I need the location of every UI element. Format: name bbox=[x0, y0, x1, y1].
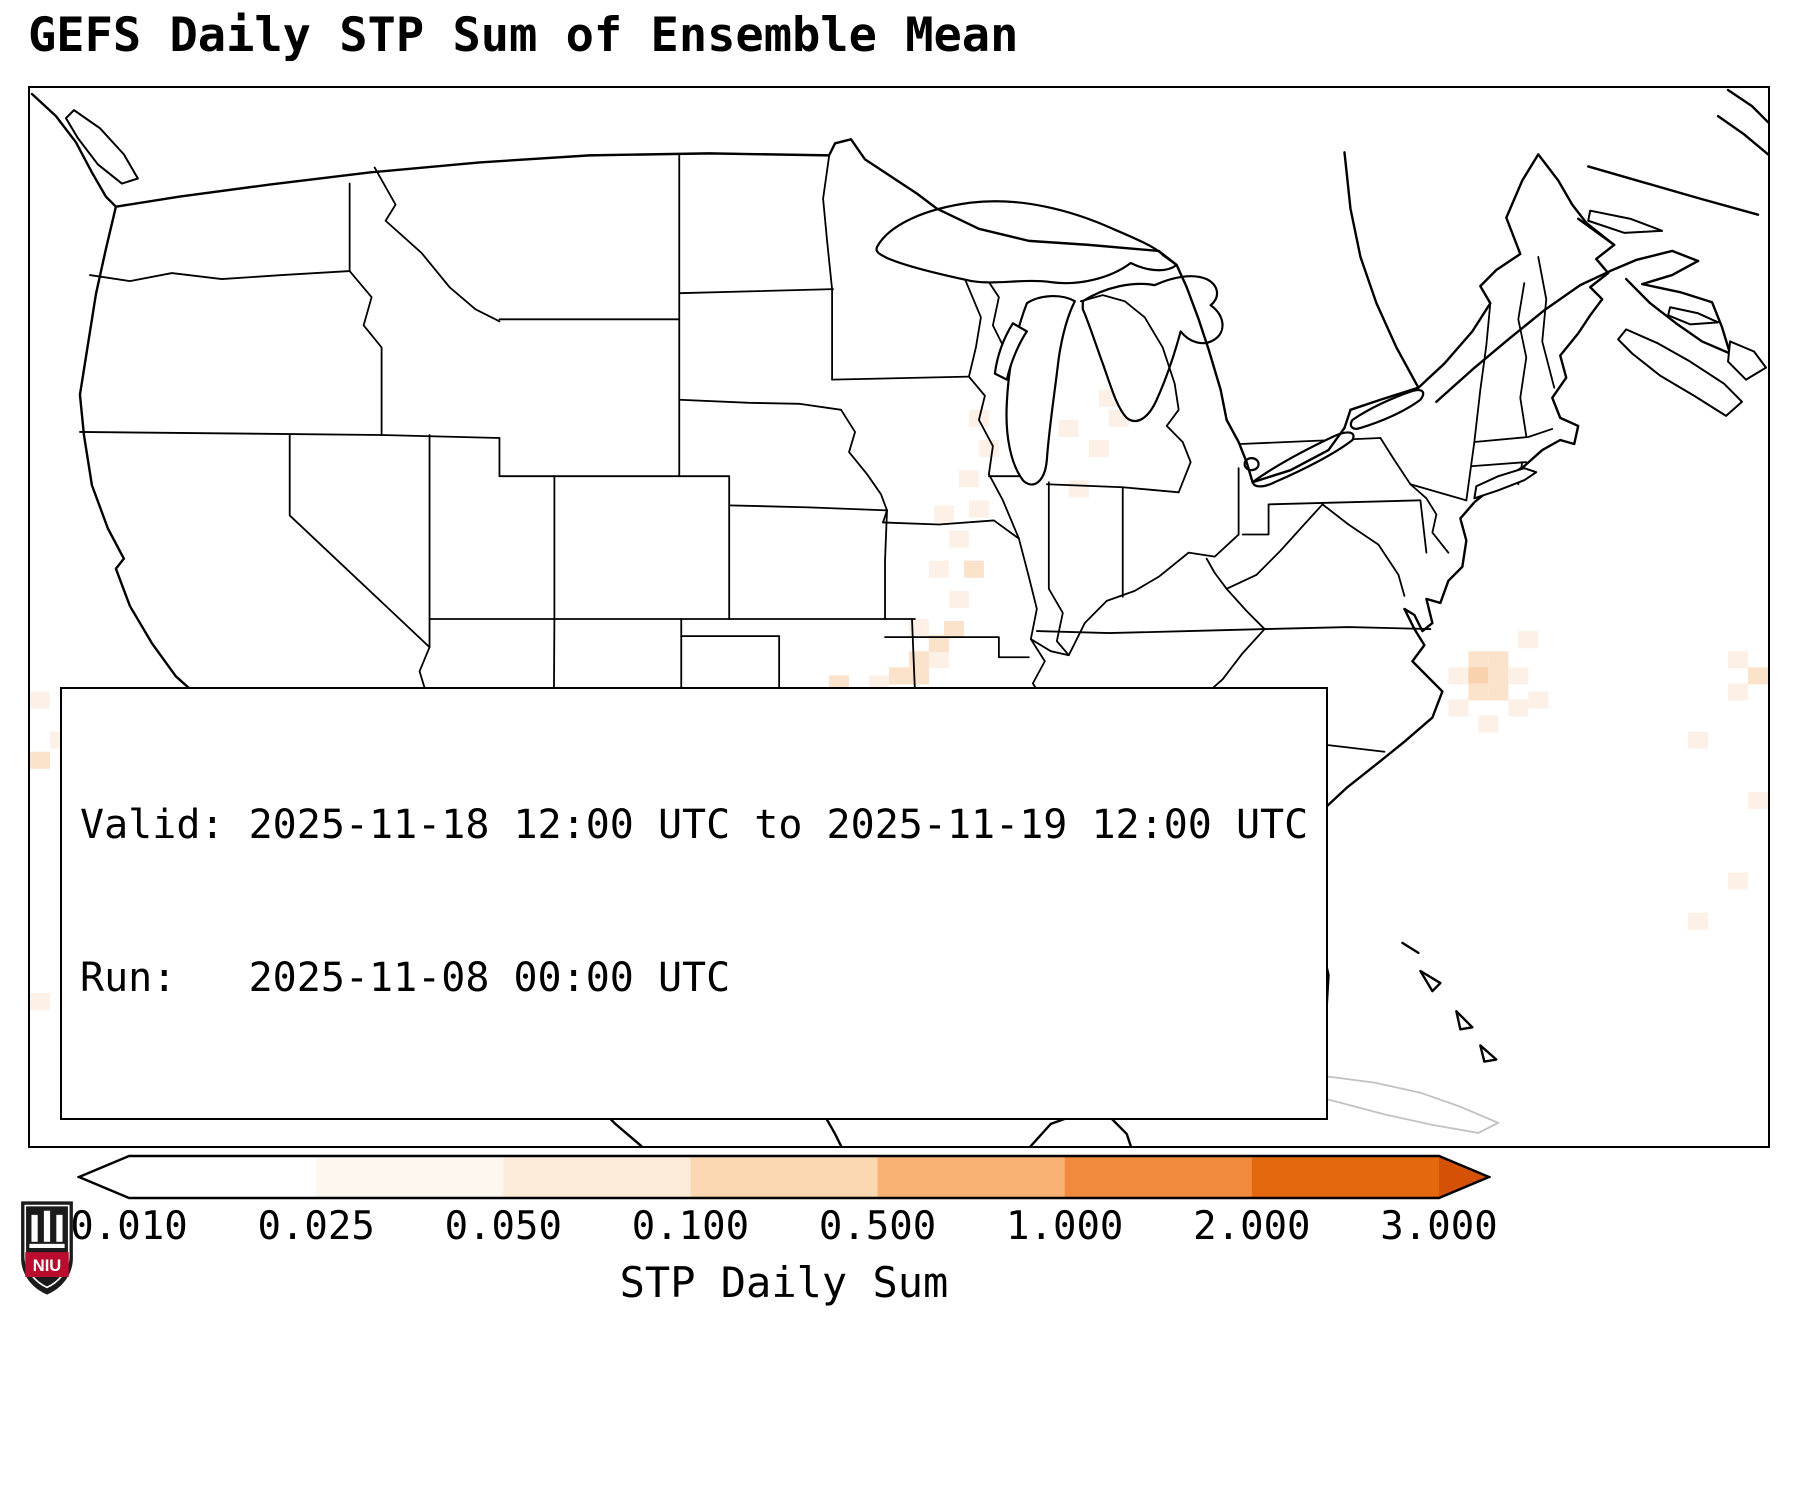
colorbar-tick-label: 3.000 bbox=[1380, 1204, 1498, 1249]
colorbar bbox=[77, 1154, 1491, 1200]
colorbar-tick-label: 0.500 bbox=[818, 1204, 937, 1249]
colorbar-tick-label: 0.010 bbox=[70, 1204, 188, 1249]
colorbar-tick-label: 0.050 bbox=[444, 1204, 562, 1249]
great-lakes bbox=[875, 200, 1425, 488]
niu-logo: NIU bbox=[21, 1201, 73, 1295]
valid-time-text: Valid: 2025-11-18 12:00 UTC to 2025-11-1… bbox=[80, 801, 1309, 848]
colorbar-title: STP Daily Sum bbox=[619, 1258, 949, 1307]
run-time-text: Run: 2025-11-08 00:00 UTC bbox=[80, 955, 731, 1002]
map-panel: Valid: 2025-11-18 12:00 UTC to 2025-11-1… bbox=[28, 86, 1770, 1148]
colorbar-gradient bbox=[77, 1154, 1491, 1200]
colorbar-tick-label: 2.000 bbox=[1193, 1204, 1311, 1249]
validity-info-box: Valid: 2025-11-18 12:00 UTC to 2025-11-1… bbox=[60, 686, 1329, 1120]
niu-logo-text: NIU bbox=[33, 1256, 62, 1275]
colorbar-tick-label: 0.025 bbox=[257, 1204, 375, 1249]
colorbar-ticks: 0.010 0.025 0.050 0.100 0.500 1.000 2.000 3.000 bbox=[70, 1204, 1497, 1250]
colorbar-tick-label: 0.100 bbox=[631, 1204, 750, 1249]
castle-towers-icon bbox=[29, 1210, 65, 1248]
figure-title: GEFS Daily STP Sum of Ensemble Mean bbox=[28, 8, 1019, 63]
colorbar-tick-label: 1.000 bbox=[1006, 1204, 1124, 1249]
niu-red-banner bbox=[25, 1252, 69, 1277]
